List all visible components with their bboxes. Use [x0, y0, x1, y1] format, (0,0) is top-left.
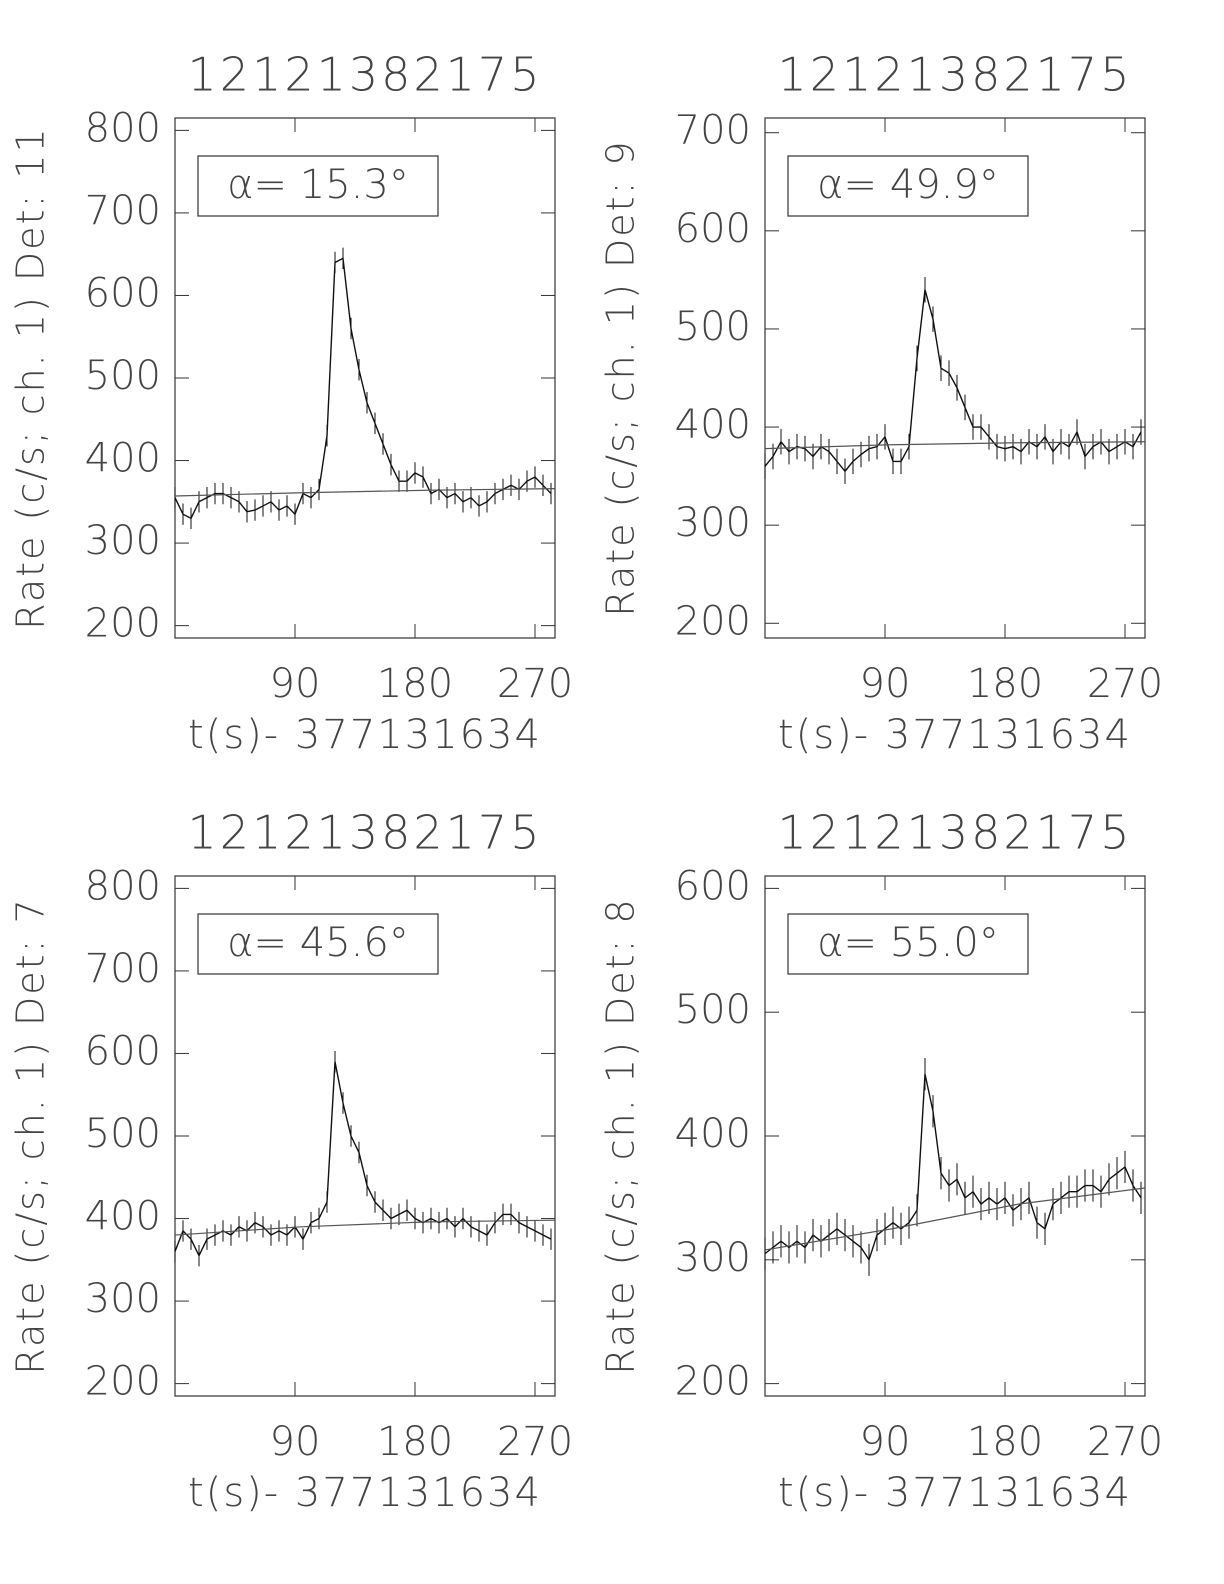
y-tick-label: 400	[85, 436, 161, 482]
annotation-box	[197, 913, 439, 975]
annotation: α= 49.9°	[817, 162, 999, 208]
y-tick-label: 200	[675, 598, 751, 644]
data-line	[174, 257, 552, 520]
x-axis-label: t(s)- 377131634	[778, 712, 1132, 758]
y-axis-label: Rate (c/s; ch. 1) Det: 11	[9, 126, 53, 629]
y-tick-label: 300	[85, 518, 161, 564]
data-line	[764, 289, 1142, 473]
y-tick-label: 300	[85, 1276, 161, 1322]
chart-title: 12121382175	[778, 806, 1133, 860]
chart-title: 12121382175	[188, 806, 543, 860]
x-tick-label: 270	[497, 1419, 573, 1465]
x-axis-label: t(s)- 377131634	[188, 1470, 542, 1516]
y-tick-label: 600	[675, 206, 751, 252]
y-tick-label: 500	[85, 353, 161, 399]
data-line	[764, 1073, 1142, 1262]
x-axis-label: t(s)- 377131634	[188, 712, 542, 758]
y-tick-label: 800	[85, 105, 161, 151]
y-tick-label: 600	[675, 863, 751, 909]
y-tick-label: 800	[85, 863, 161, 909]
x-tick-label: 90	[270, 661, 321, 707]
x-tick-label: 270	[1087, 661, 1163, 707]
data-line	[174, 1219, 556, 1236]
x-tick-label: 180	[967, 661, 1043, 707]
y-tick-label: 700	[85, 188, 161, 234]
y-tick-label: 400	[675, 1111, 751, 1157]
y-tick-label: 200	[675, 1359, 751, 1405]
y-tick-label: 500	[85, 1111, 161, 1157]
y-axis-label: Rate (c/s; ch. 1) Det: 8	[599, 897, 643, 1374]
y-tick-label: 200	[85, 601, 161, 647]
data-line	[174, 488, 556, 497]
y-tick-label: 400	[85, 1194, 161, 1240]
plot-frame	[764, 117, 1146, 639]
y-axis-label: Rate (c/s; ch. 1) Det: 9	[599, 139, 643, 616]
y-tick-label: 500	[675, 304, 751, 350]
x-tick-label: 180	[377, 1419, 453, 1465]
x-tick-label: 270	[1087, 1419, 1163, 1465]
y-tick-label: 700	[85, 946, 161, 992]
x-tick-label: 180	[967, 1419, 1043, 1465]
chart-title: 12121382175	[778, 48, 1133, 102]
y-tick-label: 700	[675, 108, 751, 154]
chart-title: 12121382175	[188, 48, 543, 102]
x-tick-label: 180	[377, 661, 453, 707]
x-tick-label: 90	[860, 1419, 911, 1465]
annotation-box	[197, 155, 439, 217]
x-tick-label: 90	[860, 661, 911, 707]
y-tick-label: 300	[675, 1235, 751, 1281]
y-tick-label: 400	[675, 402, 751, 448]
annotation-box	[787, 155, 1029, 217]
y-tick-label: 600	[85, 270, 161, 316]
data-line	[174, 1061, 552, 1258]
y-tick-label: 200	[85, 1359, 161, 1405]
y-tick-label: 600	[85, 1028, 161, 1074]
annotation-box	[787, 913, 1029, 975]
x-tick-label: 270	[497, 661, 573, 707]
y-tick-label: 300	[675, 500, 751, 546]
data-line	[764, 1187, 1146, 1251]
annotation: α= 45.6°	[227, 920, 409, 966]
data-line	[764, 441, 1146, 450]
x-axis-label: t(s)- 377131634	[778, 1470, 1132, 1516]
annotation: α= 15.3°	[227, 162, 409, 208]
y-axis-label: Rate (c/s; ch. 1) Det: 7	[9, 897, 53, 1374]
annotation: α= 55.0°	[817, 920, 999, 966]
y-tick-label: 500	[675, 987, 751, 1033]
x-tick-label: 90	[270, 1419, 321, 1465]
